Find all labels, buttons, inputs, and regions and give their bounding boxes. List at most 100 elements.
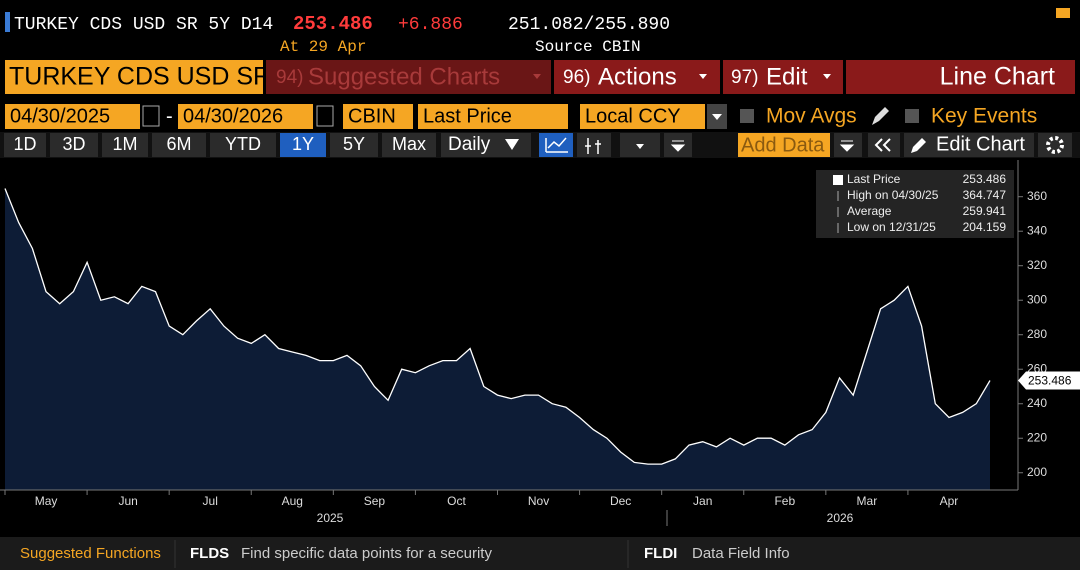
bid-ask: 251.082/255.890 — [508, 15, 670, 35]
period-button[interactable] — [50, 133, 98, 157]
legend-label: High on 04/30/25 — [847, 188, 939, 202]
settings-button[interactable] — [1038, 133, 1072, 157]
legend-box — [816, 170, 1014, 238]
dropdown-arrow — [505, 139, 519, 150]
bar-icon — [585, 138, 601, 154]
suggested: Suggested Charts — [308, 63, 500, 90]
year-label: 2025 — [317, 511, 344, 525]
currency-box[interactable] — [580, 104, 705, 129]
legend-value: 259.941 — [963, 204, 1007, 218]
end-date-box[interactable] — [178, 104, 313, 129]
x-tick-label: Jul — [203, 494, 218, 508]
x-tick-label: Mar — [857, 494, 878, 508]
header-marker — [5, 12, 10, 32]
x-tick-label: Nov — [528, 494, 549, 508]
period-button[interactable] — [4, 133, 46, 157]
function-code[interactable]: FLDI — [644, 545, 677, 562]
y-tick-label: 200 — [1027, 465, 1047, 479]
y-tick-label: 280 — [1027, 327, 1047, 341]
dropdown-arrow — [712, 114, 722, 120]
gear-icon — [1046, 136, 1064, 154]
period-label: 1D — [13, 134, 36, 154]
source-box[interactable] — [343, 104, 413, 129]
bar-tool[interactable] — [577, 133, 611, 157]
period-label: Max — [392, 134, 426, 154]
legend-label: Low on 12/31/25 — [847, 220, 936, 234]
chart-type-button[interactable] — [846, 60, 1075, 94]
period-button[interactable] — [382, 133, 436, 157]
period-button[interactable] — [210, 133, 276, 157]
period-button[interactable] — [330, 133, 378, 157]
change: +6.886 — [398, 15, 463, 35]
last-price-label: 253.486 — [1028, 374, 1072, 388]
actions-num: 96) — [563, 67, 590, 88]
source-field: CBIN — [348, 105, 396, 127]
mov-avgs: Mov Avgs — [766, 105, 857, 128]
period-button[interactable] — [102, 133, 148, 157]
dropdown-arrow — [823, 74, 831, 79]
checkbox[interactable] — [740, 109, 754, 123]
period-label: 5Y — [343, 134, 365, 154]
dropdown-arrow — [533, 74, 541, 79]
period-buttons: 1D 3D 1M 6M YTD 1Y 5Y Max — [4, 133, 436, 157]
function-desc: Find specific data points for a security — [241, 545, 492, 562]
function-code[interactable]: FLDS — [190, 545, 229, 562]
x-tick-label: Apr — [940, 494, 959, 508]
collapse-icon — [874, 138, 891, 152]
y-tick-label: 320 — [1027, 258, 1047, 272]
ticker: TURKEY CDS USD SR 5Y D14 — [14, 15, 273, 35]
period-label: 1Y — [292, 134, 314, 154]
actions-button[interactable] — [554, 60, 720, 94]
filter-icon — [839, 140, 855, 152]
line-icon — [545, 137, 568, 153]
period-button[interactable] — [280, 133, 326, 157]
line-chart-tool[interactable] — [539, 133, 573, 157]
suggested-functions[interactable]: Suggested Functions — [20, 545, 161, 562]
period-label: 3D — [62, 134, 85, 154]
start-date: 04/30/2025 — [10, 105, 110, 127]
price: 253.486 — [293, 13, 373, 35]
actions: Actions — [598, 63, 677, 90]
legend-swatch — [833, 175, 843, 185]
period-label: 6M — [166, 134, 191, 154]
y-tick-label: 300 — [1027, 292, 1047, 306]
frequency: Daily — [448, 134, 491, 155]
security-box[interactable] — [5, 60, 263, 94]
x-tick-label: Jan — [693, 494, 712, 508]
year-label: 2026 — [827, 511, 854, 525]
calendar-icon[interactable] — [316, 105, 334, 127]
suggested-button[interactable] — [266, 60, 551, 94]
pencil-icon — [911, 138, 926, 153]
dropdown-arrow — [699, 74, 707, 79]
x-tick-label: Sep — [364, 494, 386, 508]
calendar-icon[interactable] — [142, 105, 160, 127]
pencil-icon[interactable] — [872, 107, 889, 125]
source: Source CBIN — [535, 38, 641, 56]
frequency-button[interactable] — [441, 133, 531, 157]
function-desc: Data Field Info — [692, 545, 790, 562]
y-tick-label: 340 — [1027, 223, 1047, 237]
price-area — [5, 188, 990, 490]
dropdown-arrow — [636, 144, 644, 149]
legend-label: Average — [847, 204, 892, 218]
field-box[interactable] — [418, 104, 568, 129]
y-tick-label: 220 — [1027, 430, 1047, 444]
edit: Edit — [766, 63, 808, 90]
edit-chart-button[interactable] — [904, 133, 1034, 157]
start-date-box[interactable] — [5, 104, 140, 129]
price-line — [4, 188, 991, 465]
edit-button[interactable] — [723, 60, 843, 94]
suggested-num: 94) — [276, 67, 303, 88]
legend-label: Last Price — [847, 172, 901, 186]
x-tick-label: Oct — [447, 494, 466, 508]
window-icon[interactable] — [1056, 8, 1070, 18]
add-data-box[interactable] — [738, 133, 830, 157]
edit-chart: Edit Chart — [936, 133, 1025, 155]
edit-num: 97) — [731, 67, 758, 88]
x-tick-label: Feb — [774, 494, 795, 508]
period-button[interactable] — [152, 133, 206, 157]
checkbox[interactable] — [905, 109, 919, 123]
